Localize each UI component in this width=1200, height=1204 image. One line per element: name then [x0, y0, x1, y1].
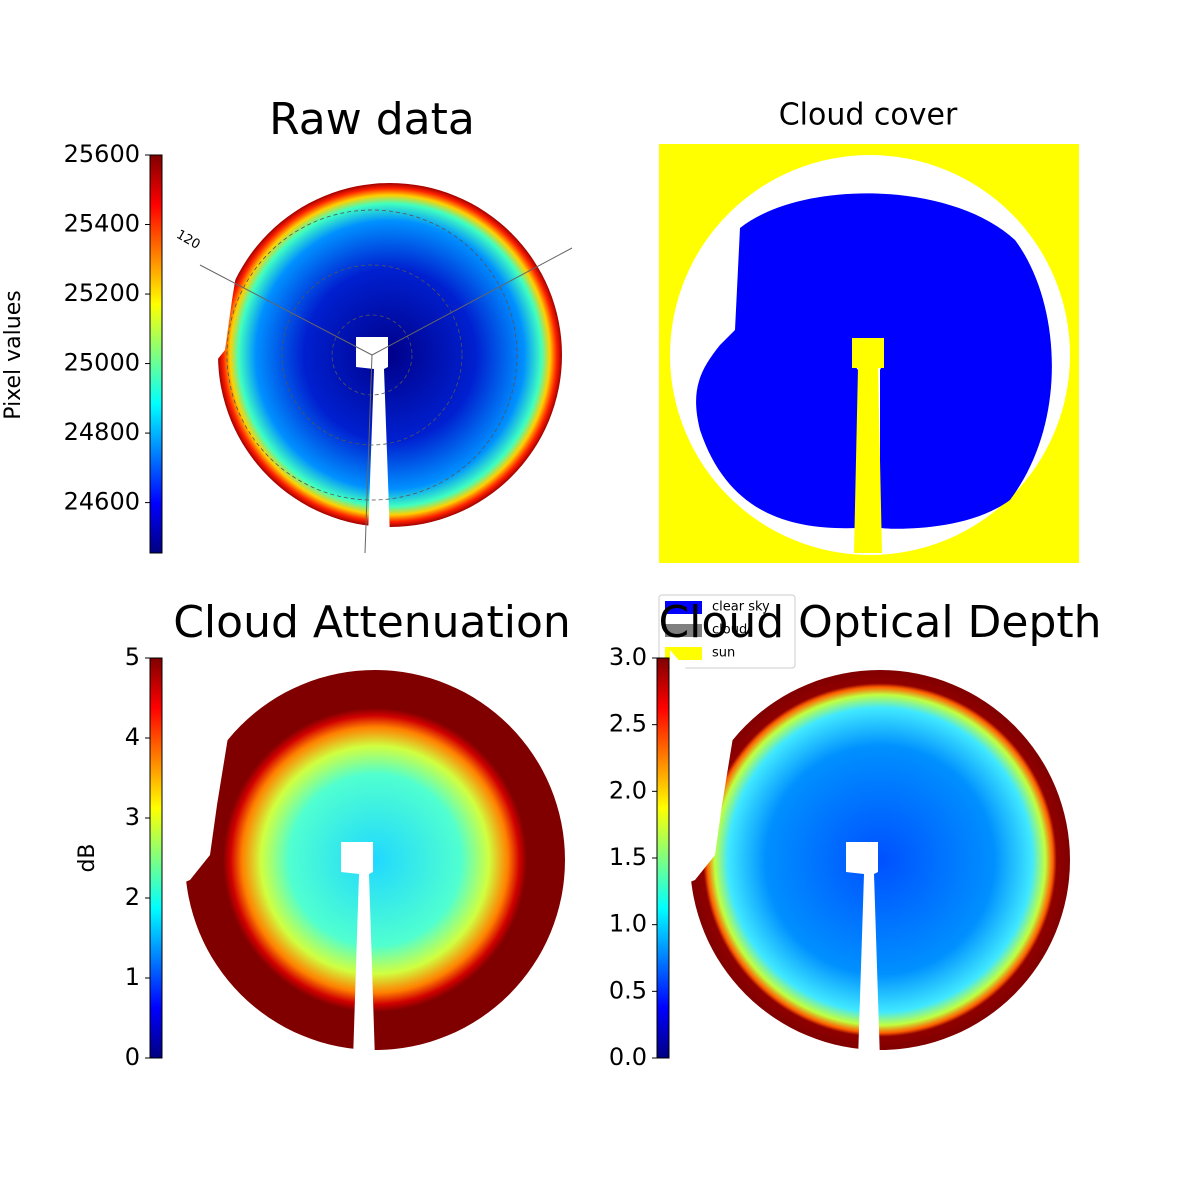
colorbar-tick-label: 25200 [64, 279, 140, 307]
panel: Cloud Optical Depth 0.0 0.5 1.0 1.5 2.0 2.5 3.0 [609, 597, 1102, 1071]
colorbar-tick-label: 4 [125, 723, 140, 751]
colorbar-tick-label: 5 [125, 643, 140, 671]
legend-label: sun [712, 646, 735, 661]
colorbar-tick-label: 1.0 [609, 910, 647, 938]
colorbar [656, 657, 670, 1059]
colorbar-tick-label: 1 [125, 963, 140, 991]
colorbar-tick-label: 0 [125, 1043, 140, 1071]
legend-swatch [665, 624, 702, 637]
polar-spoke [371, 247, 573, 356]
panel-title: Cloud Attenuation [173, 597, 571, 648]
colorbar-tick-label: 3 [125, 803, 140, 831]
mast [341, 842, 375, 1060]
colorbar-tick-label: 2.5 [609, 710, 647, 738]
panel: Cloud cover clear sky cloud sun [658, 98, 1079, 669]
polar-grid [226, 209, 518, 501]
mast [846, 842, 880, 1060]
colorbar-tick-label: 3.0 [609, 643, 647, 671]
legend-label: clear sky [712, 600, 770, 615]
colorbar-tick-label: 2.0 [609, 776, 647, 804]
colorbar-tick-label: 25400 [64, 210, 140, 238]
colorbar-tick-label: 24600 [64, 488, 140, 516]
colorbar [149, 154, 163, 554]
obstruction [165, 650, 230, 890]
colorbar-tick-label: 25000 [64, 349, 140, 377]
panel-title: Raw data [269, 94, 475, 145]
polar-grid [331, 314, 413, 396]
colorbar-tick-label: 24800 [64, 418, 140, 446]
colorbar-tick-label: 0.0 [609, 1043, 647, 1071]
sun-mast [852, 338, 884, 368]
polar-grid [281, 264, 463, 446]
obstruction [180, 163, 245, 385]
colorbar-tick-label: 2 [125, 883, 140, 911]
clear-sky-region [696, 193, 1052, 529]
obstruction [670, 650, 735, 890]
sun-mast [854, 368, 882, 553]
legend-label: cloud [712, 623, 747, 638]
panel-title: Cloud cover [779, 98, 958, 133]
colorbar-tick-label: 1.5 [609, 843, 647, 871]
sky-image [185, 670, 565, 1050]
polar-spoke [364, 354, 373, 554]
panel: Raw data12024600248002500025200254002560… [1, 94, 573, 554]
sky-image [218, 183, 562, 527]
sky-image [690, 670, 1070, 1050]
colorbar-label: dB [75, 843, 100, 872]
legend-swatch [665, 601, 702, 614]
panel-title: Cloud Optical Depth [658, 597, 1101, 648]
mast [356, 337, 390, 537]
panel: Cloud Attenuation 0 1 2 3 4 5 dB [75, 597, 571, 1071]
colorbar-label: Pixel values [1, 290, 26, 419]
colorbar-tick-label: 25600 [64, 140, 140, 168]
colorbar [149, 657, 163, 1059]
polar-spoke [199, 264, 373, 356]
colorbar-tick-label: 0.5 [609, 976, 647, 1004]
